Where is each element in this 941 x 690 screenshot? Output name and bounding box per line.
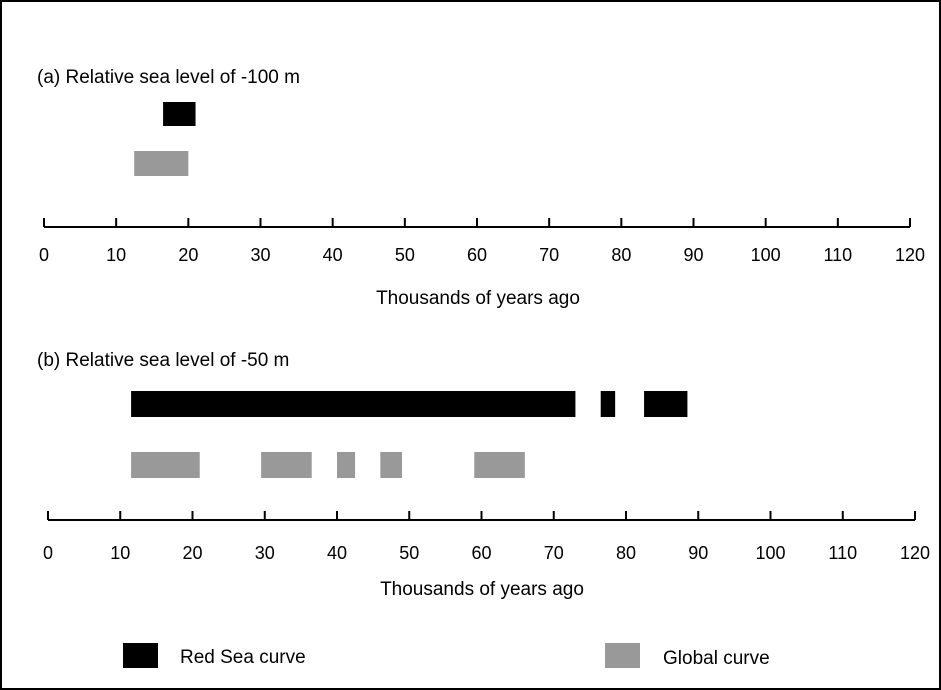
panel-a-bar-global-curve-1 [134,151,189,176]
panel-b-bar-global-curve-4 [380,452,403,478]
panel-a-tick-label-20: 20 [178,245,198,265]
legend: Red Sea curve Global curve [123,643,770,669]
panel-a-tick-label-120: 120 [895,245,925,265]
panel-b-tick-label-80: 80 [616,543,636,563]
panel-a-tick-label-0: 0 [39,245,49,265]
panel-a-x-axis-title: Thousands of years ago [376,288,580,309]
panel-b-bar-global-curve-3 [337,452,356,478]
panel-a-tick-label-30: 30 [250,245,270,265]
legend-swatch-global [605,643,640,668]
panel-a-tick-label-100: 100 [751,245,781,265]
panel-b-tick-label-30: 30 [255,543,275,563]
panel-b-tick-label-20: 20 [182,543,202,563]
panel-b-bar-global-curve-1 [131,452,200,478]
panel-a-tick-label-40: 40 [323,245,343,265]
panel-b-bars [131,391,688,478]
panel-a-tick-label-70: 70 [539,245,559,265]
panel-b-bar-red-sea-curve-1 [131,391,576,417]
panel-a-tick-label-60: 60 [467,245,487,265]
panel-a-tick-label-80: 80 [611,245,631,265]
panel-a-x-axis: 0 10 20 30 40 50 60 70 80 90 100 110 120 [39,218,925,265]
panel-a-tick-label-10: 10 [106,245,126,265]
panel-b-title: (b) Relative sea level of -50 m [37,350,289,371]
legend-label-red-sea: Red Sea curve [180,647,306,668]
panel-b-tick-label-60: 60 [471,543,491,563]
panel-b-bar-global-curve-2 [261,452,312,478]
panel-b-tick-label-70: 70 [544,543,564,563]
panel-a-tick-label-50: 50 [395,245,415,265]
panel-a-bar-red-sea-curve-1 [163,102,196,126]
panel-b-tick-label-120: 120 [900,543,930,563]
panel-a-title: (a) Relative sea level of -100 m [37,67,300,88]
panel-a: (a) Relative sea level of -100 m 0 10 20 30… [37,67,925,309]
panel-b-tick-label-0: 0 [43,543,53,563]
panel-b-x-axis: 0 10 20 30 40 50 60 70 80 90 100 110 120 [43,511,930,563]
panel-b-bar-red-sea-curve-2 [600,391,616,417]
panel-b-tick-label-110: 110 [828,543,857,563]
panel-b-x-axis-title: Thousands of years ago [380,579,584,600]
panel-b-bar-global-curve-5 [474,452,525,478]
panel-b-tick-label-100: 100 [755,543,785,563]
panel-a-tick-label-110: 110 [823,245,852,265]
panel-a-tick-label-90: 90 [683,245,703,265]
panel-a-bars [134,102,196,176]
panel-b-tick-label-90: 90 [688,543,708,563]
legend-label-global: Global curve [663,648,770,669]
panel-b-tick-label-10: 10 [110,543,130,563]
panel-b-bar-red-sea-curve-3 [644,391,688,417]
panel-b: (b) Relative sea level of -50 m 0 10 20 30 4… [37,350,930,600]
panel-b-tick-label-40: 40 [327,543,347,563]
panel-b-tick-label-50: 50 [399,543,419,563]
legend-swatch-red-sea [123,643,158,668]
